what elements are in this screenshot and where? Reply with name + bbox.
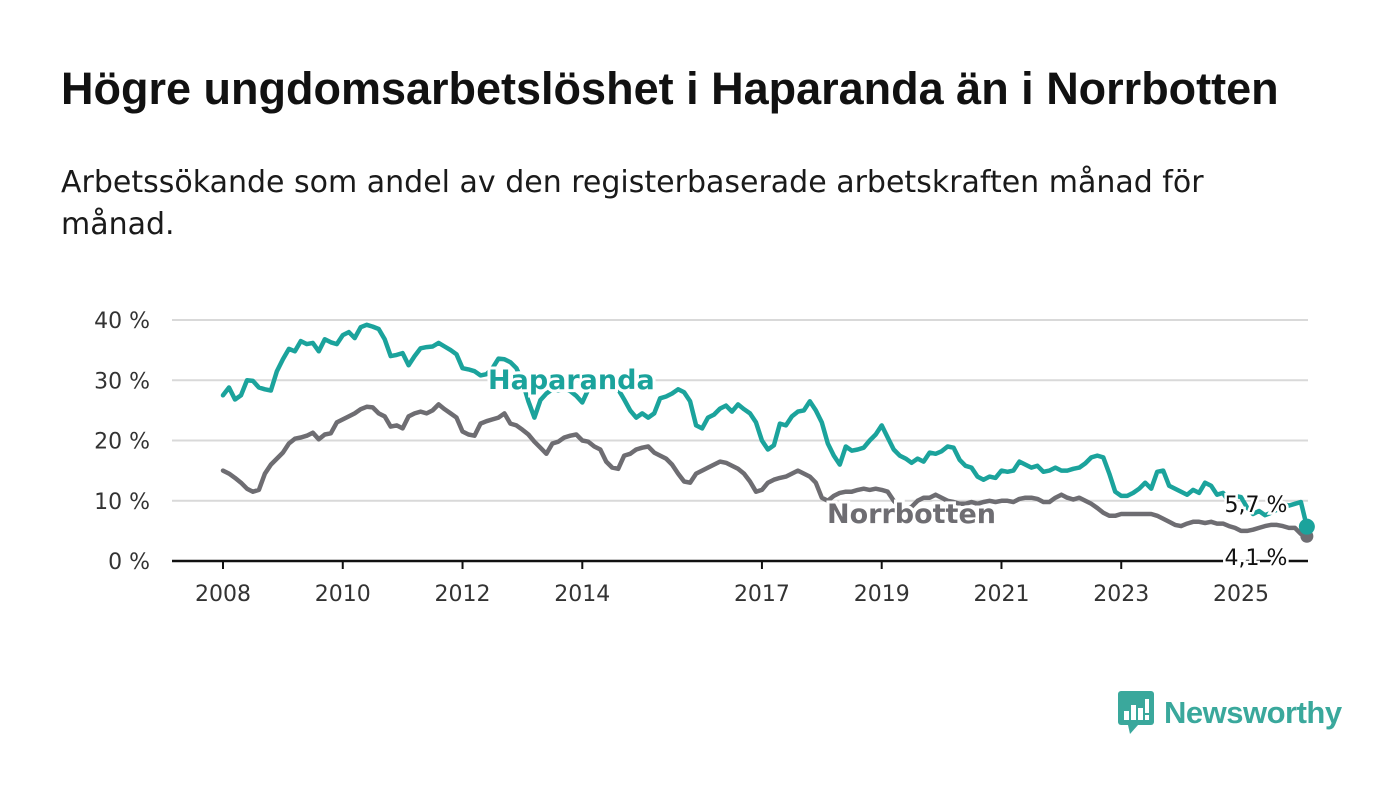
x-tick-label: 2021 — [973, 582, 1029, 607]
gridlines — [172, 319, 1308, 502]
end-label-norrbotten: 4,1 % — [1225, 546, 1288, 571]
line-chart: 0 % 10 % 20 % 30 % 40 % 2008 2010 2012 2014 2017… — [94, 309, 1315, 607]
y-tick-label: 0 % — [108, 550, 150, 575]
series-lines — [220, 322, 1315, 543]
x-tick-label: 2023 — [1093, 582, 1149, 607]
y-tick-label: 30 % — [94, 369, 150, 394]
series-labels: Haparanda Norrbotten 5,7 % 4,1 % — [485, 362, 1290, 574]
brand-name: Newsworthy — [1164, 695, 1342, 730]
chart-title: Högre ungdomsarbetslöshet i Haparanda än… — [61, 63, 1279, 114]
series-label-norrbotten: Norrbotten — [827, 499, 996, 530]
x-tick-label: 2008 — [195, 582, 251, 607]
y-tick-label: 20 % — [94, 430, 150, 455]
end-label-haparanda: 5,7 % — [1225, 493, 1288, 518]
newsworthy-logo-icon — [1118, 691, 1154, 734]
end-point-haparanda — [1298, 518, 1315, 535]
y-axis-tick-labels: 0 % 10 % 20 % 30 % 40 % — [94, 309, 150, 575]
x-tick-label: 2019 — [854, 582, 910, 607]
chart-subtitle: Arbetssökande som andel av den registerb… — [61, 165, 1204, 242]
newsworthy-logo[interactable]: Newsworthy — [1118, 690, 1342, 736]
series-label-haparanda: Haparanda — [488, 365, 655, 396]
series-line-haparanda — [220, 322, 1310, 529]
x-tick-label: 2017 — [734, 582, 790, 607]
y-tick-label: 10 % — [94, 490, 150, 515]
x-tick-label: 2025 — [1213, 582, 1269, 607]
y-tick-label: 40 % — [94, 309, 150, 334]
x-tick-label: 2012 — [435, 582, 491, 607]
x-tick-label: 2014 — [554, 582, 610, 607]
x-tick-label: 2010 — [315, 582, 371, 607]
x-axis-tick-labels: 2008 2010 2012 2014 2017 2019 2021 2023 2025 — [195, 561, 1269, 607]
series-line-norrbotten — [220, 402, 1310, 539]
